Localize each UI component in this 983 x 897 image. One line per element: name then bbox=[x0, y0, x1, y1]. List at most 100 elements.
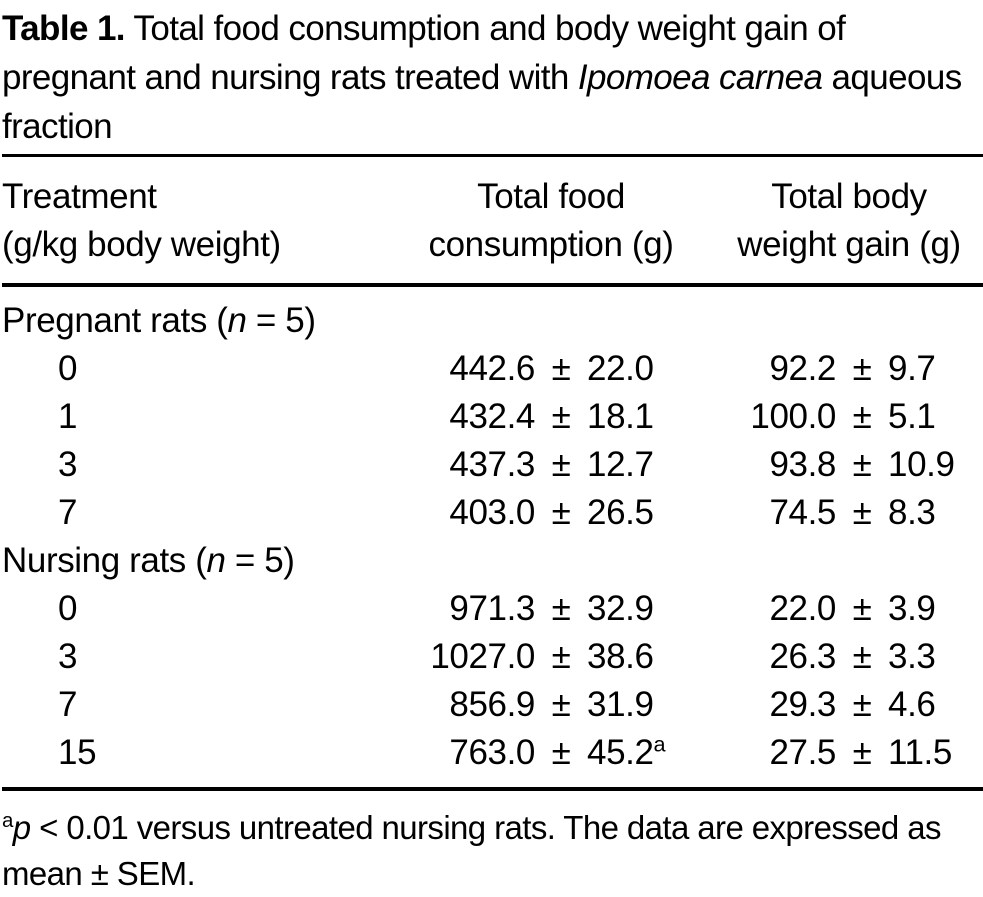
plus-minus-sign: ± bbox=[551, 589, 571, 628]
body-weight-gain-value: 22.0 ±3.9 bbox=[715, 585, 983, 633]
header-line: weight gain (g) bbox=[737, 225, 961, 264]
treatment-dose-value: 0 bbox=[58, 589, 78, 628]
sem-value: 45.2a bbox=[587, 731, 666, 772]
text-run: p bbox=[12, 809, 31, 846]
table-row: 0 442.6 ±22.0 92.2 ±9.7 bbox=[2, 345, 983, 393]
header-line: Total food bbox=[477, 177, 625, 216]
table-row: 1 432.4 ±18.1 100.0 ±5.1 bbox=[2, 393, 983, 441]
table-footnote: ap < 0.01 versus untreated nursing rats.… bbox=[2, 805, 983, 897]
plus-minus-sign: ± bbox=[852, 589, 872, 628]
table-row: 3 437.3 ±12.7 93.8 ±10.9 bbox=[2, 441, 983, 489]
treatment-dose-value: 7 bbox=[58, 685, 78, 724]
table-row: 0 971.3 ±32.9 22.0 ±3.9 bbox=[2, 585, 983, 633]
table-header: Treatment (g/kg body weight) Total food … bbox=[2, 157, 983, 283]
food-consumption-value: 432.4 ±18.1 bbox=[387, 393, 715, 441]
mean-value: 971.3 bbox=[449, 589, 535, 628]
mean-value: 27.5 bbox=[769, 733, 836, 772]
body-weight-gain-value: 26.3 ±3.3 bbox=[715, 633, 983, 681]
mean-value: 22.0 bbox=[769, 589, 836, 628]
plus-minus-sign: ± bbox=[852, 397, 872, 436]
text-run: n bbox=[206, 541, 226, 580]
sem-value: 22.0 bbox=[587, 349, 654, 388]
bottom-rule bbox=[2, 787, 983, 791]
header-line: (g/kg body weight) bbox=[2, 225, 281, 264]
section-label: Pregnant rats (n = 5) bbox=[2, 297, 983, 345]
sem-value: 10.9 bbox=[888, 445, 955, 484]
text-run: = 5) bbox=[246, 301, 316, 340]
body-weight-gain-value: 100.0 ±5.1 bbox=[715, 393, 983, 441]
header-line: Total body bbox=[771, 177, 927, 216]
body-weight-gain-value: 29.3 ±4.6 bbox=[715, 681, 983, 729]
mean-value: 432.4 bbox=[449, 397, 535, 436]
table-row: 7 856.9 ±31.9 29.3 ±4.6 bbox=[2, 681, 983, 729]
table-row: 15 763.0 ±45.2a 27.5 ±11.5 bbox=[2, 729, 983, 777]
plus-minus-sign: ± bbox=[551, 397, 571, 436]
plus-minus-sign: ± bbox=[551, 733, 571, 772]
plus-minus-sign: ± bbox=[852, 637, 872, 676]
treatment-dose-value: 1 bbox=[58, 397, 78, 436]
sem-value: 12.7 bbox=[587, 445, 654, 484]
plus-minus-sign: ± bbox=[852, 685, 872, 724]
mean-value: 856.9 bbox=[449, 685, 535, 724]
treatment-dose-value: 0 bbox=[58, 349, 78, 388]
significance-superscript: a bbox=[653, 731, 666, 757]
body-weight-gain-value: 74.5 ±8.3 bbox=[715, 489, 983, 537]
section-label-row: Nursing rats (n = 5) bbox=[2, 537, 983, 585]
sem-value: 18.1 bbox=[587, 397, 654, 436]
body-weight-gain-value: 27.5 ±11.5 bbox=[715, 729, 983, 777]
table-body: Pregnant rats (n = 5) 0 442.6 ±22.0 92.2 ±9.7… bbox=[2, 287, 983, 787]
food-consumption-value: 442.6 ±22.0 bbox=[387, 345, 715, 393]
sem-value: 3.9 bbox=[888, 589, 936, 628]
treatment-dose-value: 3 bbox=[58, 637, 78, 676]
food-consumption-value: 763.0 ±45.2a bbox=[387, 729, 715, 777]
top-rule bbox=[2, 154, 983, 157]
mean-value: 100.0 bbox=[750, 397, 836, 436]
sem-value: 4.6 bbox=[888, 685, 936, 724]
plus-minus-sign: ± bbox=[852, 445, 872, 484]
text-run: aqueous fraction bbox=[2, 58, 962, 146]
sem-value: 32.9 bbox=[587, 589, 654, 628]
table-row: 3 1027.0 ±38.6 26.3 ±3.3 bbox=[2, 633, 983, 681]
mean-value: 442.6 bbox=[449, 349, 535, 388]
mean-value: 29.3 bbox=[769, 685, 836, 724]
table-caption: Table 1. Total food consumption and body… bbox=[2, 4, 983, 151]
treatment-dose-value: 7 bbox=[58, 493, 78, 532]
plus-minus-sign: ± bbox=[551, 685, 571, 724]
text-run: Table 1. bbox=[2, 9, 126, 48]
mean-value: 403.0 bbox=[449, 493, 535, 532]
mean-value: 437.3 bbox=[449, 445, 535, 484]
sem-value: 5.1 bbox=[888, 397, 936, 436]
body-weight-gain-value: 92.2 ±9.7 bbox=[715, 345, 983, 393]
plus-minus-sign: ± bbox=[852, 493, 872, 532]
food-consumption-value: 856.9 ±31.9 bbox=[387, 681, 715, 729]
sem-value: 8.3 bbox=[888, 493, 936, 532]
text-run: < 0.01 versus untreated nursing rats. Th… bbox=[2, 809, 941, 892]
section-label-row: Pregnant rats (n = 5) bbox=[2, 297, 983, 345]
plus-minus-sign: ± bbox=[551, 445, 571, 484]
mean-value: 92.2 bbox=[769, 349, 836, 388]
food-consumption-value: 1027.0 ±38.6 bbox=[387, 633, 715, 681]
plus-minus-sign: ± bbox=[852, 733, 872, 772]
sem-value: 11.5 bbox=[888, 733, 952, 772]
header-food-consumption-column: Total food consumption (g) bbox=[387, 173, 715, 269]
mean-value: 763.0 bbox=[449, 733, 535, 772]
text-run: Pregnant rats ( bbox=[2, 301, 228, 340]
treatment-dose-value: 15 bbox=[58, 733, 97, 772]
text-run: a bbox=[2, 809, 13, 832]
section-label: Nursing rats (n = 5) bbox=[2, 537, 983, 585]
text-run: Total food consumption and body weight g… bbox=[2, 9, 846, 97]
mean-value: 93.8 bbox=[769, 445, 836, 484]
header-line: Treatment bbox=[2, 177, 157, 216]
header-body-weight-column: Total body weight gain (g) bbox=[715, 173, 983, 269]
plus-minus-sign: ± bbox=[551, 349, 571, 388]
treatment-dose-value: 3 bbox=[58, 445, 78, 484]
header-line: consumption (g) bbox=[428, 225, 674, 264]
body-weight-gain-value: 93.8 ±10.9 bbox=[715, 441, 983, 489]
mean-value: 74.5 bbox=[769, 493, 836, 532]
food-consumption-value: 437.3 ±12.7 bbox=[387, 441, 715, 489]
mean-value: 1027.0 bbox=[430, 637, 535, 676]
mean-value: 26.3 bbox=[769, 637, 836, 676]
sem-value: 38.6 bbox=[587, 637, 654, 676]
sem-value: 31.9 bbox=[587, 685, 654, 724]
